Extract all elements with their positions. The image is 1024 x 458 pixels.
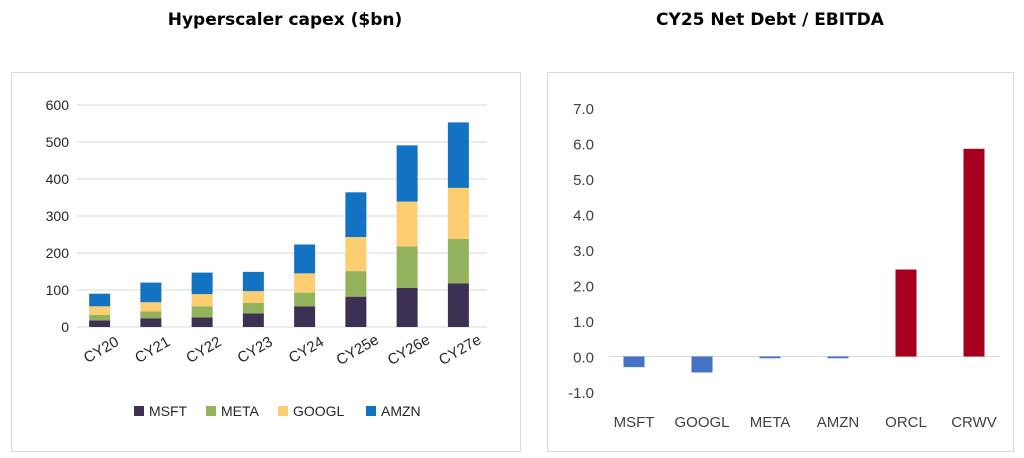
bar-segment-amzn <box>191 272 213 295</box>
y-tick-label: 500 <box>46 134 70 150</box>
bar-segment-msft <box>242 313 264 327</box>
bar-segment-amzn <box>345 192 367 238</box>
bar-segment-googl <box>242 291 264 303</box>
right-chart-title: CY25 Net Debt / EBITDA <box>656 10 884 30</box>
y-tick-label: 600 <box>46 97 70 113</box>
y-tick-label: 200 <box>46 245 70 261</box>
x-tick-label: CY27e <box>436 331 484 369</box>
y-tick-label: 100 <box>46 282 70 298</box>
legend-label-amzn: AMZN <box>381 403 421 419</box>
x-tick-label: CY25e <box>334 331 382 369</box>
legend-label-msft: MSFT <box>149 403 188 419</box>
x-tick-label: CRWV <box>951 414 997 431</box>
bar-meta <box>759 356 781 359</box>
bar-segment-meta <box>191 306 213 318</box>
bar-segment-meta <box>345 271 367 297</box>
legend-label-googl: GOOGL <box>293 403 345 419</box>
left-chart-title: Hyperscaler capex ($bn) <box>167 10 403 30</box>
bar-segment-meta <box>294 292 316 307</box>
legend-swatch-msft <box>134 406 144 416</box>
bar-segment-msft <box>345 296 367 327</box>
y-tick-label: 4.0 <box>573 208 594 225</box>
bar-googl <box>691 356 713 373</box>
legend-swatch-meta <box>206 406 216 416</box>
bar-segment-amzn <box>242 271 264 292</box>
y-tick-label: 5.0 <box>573 172 594 189</box>
bar-crwv <box>963 148 985 357</box>
x-tick-label: CY20 <box>81 333 122 366</box>
bar-segment-amzn <box>396 145 418 202</box>
net-debt-chart: 7.0 6.0 5.0 4.0 3.0 2.0 1.0 0.0 -1.0 MSFT GOOGL MET… <box>568 101 1000 431</box>
bar-segment-googl <box>191 294 213 307</box>
y-tick-label: 3.0 <box>573 243 594 260</box>
bar-orcl <box>895 269 917 357</box>
x-tick-label: CY26e <box>385 331 433 369</box>
y-tick-label: 2.0 <box>573 279 594 296</box>
y-tick-label: 7.0 <box>573 101 594 118</box>
bar-segment-amzn <box>447 122 469 188</box>
bar-segment-amzn <box>294 244 316 274</box>
legend-swatch-googl <box>278 406 288 416</box>
x-tick-label: ORCL <box>885 414 927 431</box>
x-tick-label: META <box>750 414 791 431</box>
bar-segment-googl <box>396 201 418 247</box>
bar-segment-meta <box>89 314 111 321</box>
x-tick-label: AMZN <box>817 414 860 431</box>
left-chart-panel: 0 100 200 300 400 500 600 CY20 CY21 CY22 CY23 CY24 C… <box>11 72 521 452</box>
bar-segment-meta <box>396 246 418 288</box>
y-tick-label: -1.0 <box>568 385 594 402</box>
bar-segment-msft <box>140 318 162 327</box>
y-tick-label: 0 <box>61 319 69 335</box>
bar-msft <box>623 356 645 368</box>
bar-segment-msft <box>89 320 111 327</box>
y-tick-label: 0.0 <box>573 350 594 367</box>
x-tick-label: MSFT <box>614 414 655 431</box>
y-tick-label: 300 <box>46 208 70 224</box>
x-tick-label: CY24 <box>286 333 327 366</box>
x-tick-label: GOOGL <box>674 414 729 431</box>
bar-amzn <box>827 356 849 359</box>
x-tick-label: CY21 <box>132 333 173 366</box>
x-tick-label: CY23 <box>235 333 276 366</box>
bar-segment-googl <box>140 302 162 312</box>
legend-swatch-amzn <box>366 406 376 416</box>
bar-segment-meta <box>140 311 162 319</box>
bar-segment-googl <box>345 237 367 272</box>
bar-segment-msft <box>447 283 469 327</box>
y-tick-label: 400 <box>46 171 70 187</box>
bar-segment-googl <box>294 273 316 293</box>
bar-segment-meta <box>447 238 469 284</box>
bar-segment-googl <box>447 187 469 239</box>
bar-segment-amzn <box>89 293 111 307</box>
y-tick-label: 6.0 <box>573 137 594 154</box>
right-chart-panel: 7.0 6.0 5.0 4.0 3.0 2.0 1.0 0.0 -1.0 MSFT GOOGL MET… <box>547 72 1014 452</box>
bar-segment-msft <box>294 306 316 327</box>
bar-segment-meta <box>242 302 264 314</box>
x-tick-label: CY22 <box>183 333 224 366</box>
bar-segment-msft <box>396 287 418 327</box>
bar-segment-msft <box>191 317 213 327</box>
legend-label-meta: META <box>221 403 260 419</box>
bar-segment-googl <box>89 306 111 315</box>
bar-segment-amzn <box>140 282 162 303</box>
y-tick-label: 1.0 <box>573 314 594 331</box>
